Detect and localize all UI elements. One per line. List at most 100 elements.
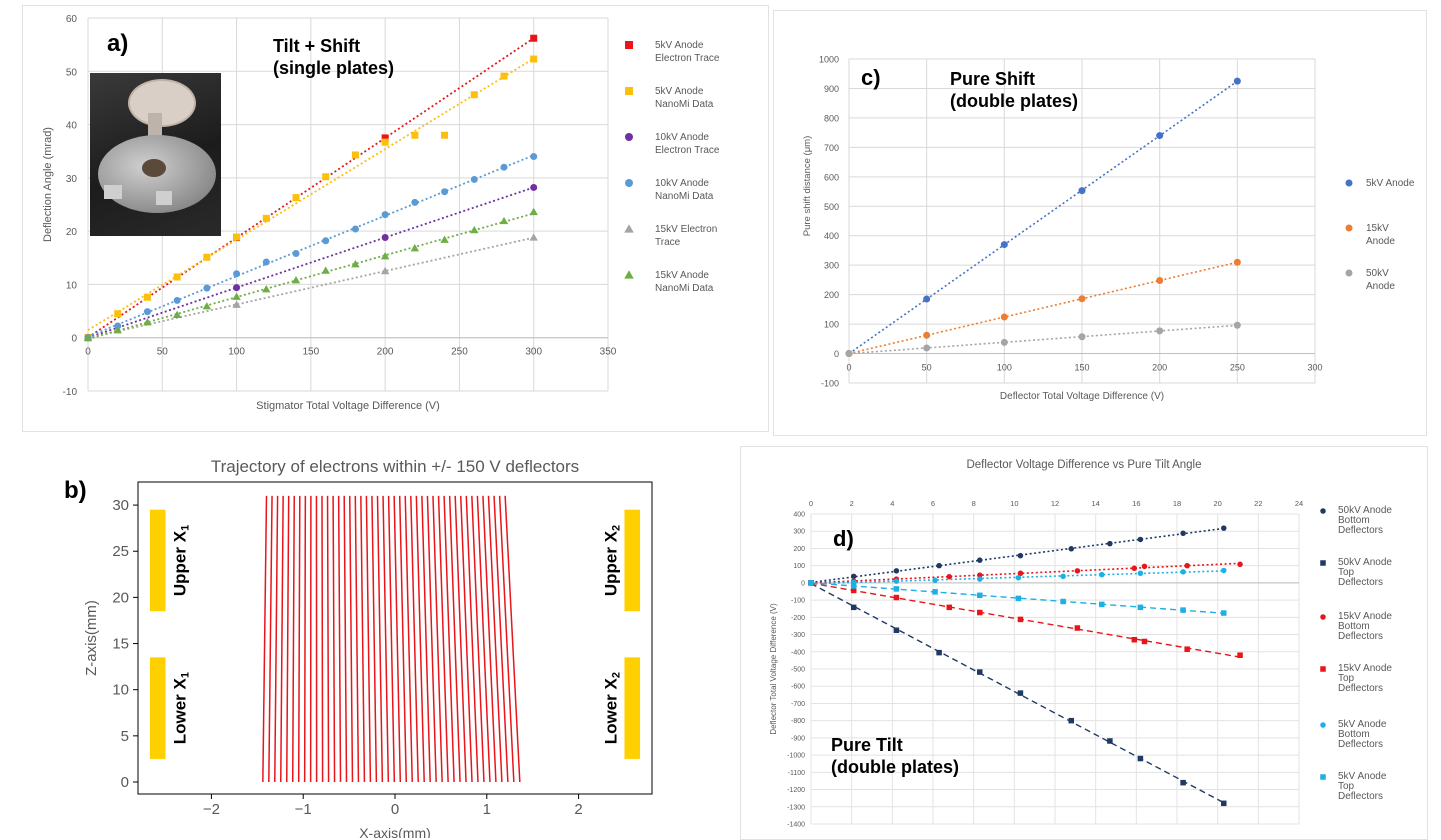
y-tick-label: 10 [66, 280, 78, 291]
y-tick-label: 20 [66, 227, 78, 238]
legend-marker [1346, 225, 1353, 232]
data-point [530, 35, 537, 42]
x-tick-label: 8 [972, 499, 976, 508]
data-point [441, 132, 448, 139]
x-tick-label: 1 [483, 801, 491, 818]
y-tick-label: 25 [112, 543, 129, 560]
data-point [1132, 566, 1138, 572]
y-tick-label: -1000 [787, 753, 805, 760]
x-tick-label: 0 [809, 499, 813, 508]
data-point [977, 557, 983, 563]
data-point [1075, 625, 1081, 631]
legend-marker [1346, 270, 1353, 277]
data-point [352, 151, 359, 158]
data-point [1079, 187, 1086, 194]
data-point [1180, 780, 1186, 786]
data-point [203, 302, 211, 309]
data-point [894, 628, 900, 634]
panel-note: Pure Tilt(double plates) [831, 735, 959, 777]
data-point [174, 273, 181, 280]
x-tick-label: 300 [525, 347, 542, 358]
x-tick-label: 20 [1213, 499, 1221, 508]
data-point [1069, 718, 1075, 724]
data-point [232, 292, 240, 299]
deflector-plate [624, 510, 640, 612]
y-axis-title: Pure shift distance (μm) [802, 136, 813, 237]
data-point [352, 226, 359, 233]
legend-marker [624, 270, 634, 278]
data-point [1107, 541, 1113, 547]
panel-d: Deflector Voltage Difference vs Pure Til… [740, 446, 1428, 840]
y-tick-label: -400 [791, 649, 805, 656]
data-point [322, 266, 330, 273]
legend-marker [625, 133, 633, 141]
electron-trajectory [455, 496, 466, 782]
data-point [203, 254, 210, 261]
data-point [1180, 531, 1186, 537]
data-point [1156, 132, 1163, 139]
data-point [174, 297, 181, 304]
data-point [440, 235, 448, 242]
data-point [947, 605, 953, 611]
y-tick-label: 500 [824, 202, 839, 212]
x-tick-label: 200 [377, 347, 394, 358]
data-point [1221, 568, 1227, 574]
data-point [1016, 596, 1022, 602]
y-tick-label: -10 [63, 387, 78, 398]
electron-trajectory [494, 496, 508, 782]
data-point [1132, 637, 1138, 643]
electron-trajectory [333, 496, 334, 782]
legend-marker [1320, 560, 1326, 566]
photo-top-disk [128, 79, 196, 127]
electron-trajectory [439, 496, 449, 782]
y-tick-label: -1400 [787, 822, 805, 829]
y-tick-label: -900 [791, 735, 805, 742]
data-point [262, 285, 270, 292]
trendline [849, 81, 1237, 353]
data-point [1018, 617, 1024, 623]
x-axis-title: Stigmator Total Voltage Difference (V) [256, 400, 440, 412]
legend-marker [625, 179, 633, 187]
x-axis-title: X-axis(mm) [359, 825, 431, 838]
chart-d: Deflector Voltage Difference vs Pure Til… [741, 447, 1427, 839]
electron-trajectory [483, 496, 496, 782]
data-point [1079, 333, 1086, 340]
panel-b: Trajectory of electrons within +/- 150 V… [60, 450, 720, 838]
data-point [530, 184, 537, 191]
data-point [1018, 690, 1024, 696]
photo-tab-left [104, 185, 122, 199]
data-point [411, 199, 418, 206]
x-tick-label: 24 [1295, 499, 1303, 508]
x-tick-label: 12 [1051, 499, 1059, 508]
data-point [1184, 646, 1190, 652]
trendline [811, 583, 1240, 657]
data-point [1138, 570, 1144, 576]
data-point [1221, 801, 1227, 807]
y-tick-label: -700 [791, 701, 805, 708]
data-point [977, 593, 983, 599]
x-tick-label: 4 [890, 499, 894, 508]
data-point [530, 56, 537, 63]
legend-marker [1320, 666, 1326, 672]
data-point [1142, 639, 1148, 645]
y-tick-label: 900 [824, 84, 839, 94]
electron-trajectory [322, 496, 323, 782]
data-point [977, 576, 983, 582]
legend-marker [625, 87, 633, 95]
x-tick-label: 250 [1230, 363, 1245, 373]
data-point [470, 226, 478, 233]
data-point [936, 563, 942, 569]
y-tick-label: 50 [66, 67, 78, 78]
data-point [1156, 327, 1163, 334]
data-point [977, 669, 983, 675]
data-point [1138, 537, 1144, 543]
data-point [322, 237, 329, 244]
x-tick-label: 50 [157, 347, 169, 358]
